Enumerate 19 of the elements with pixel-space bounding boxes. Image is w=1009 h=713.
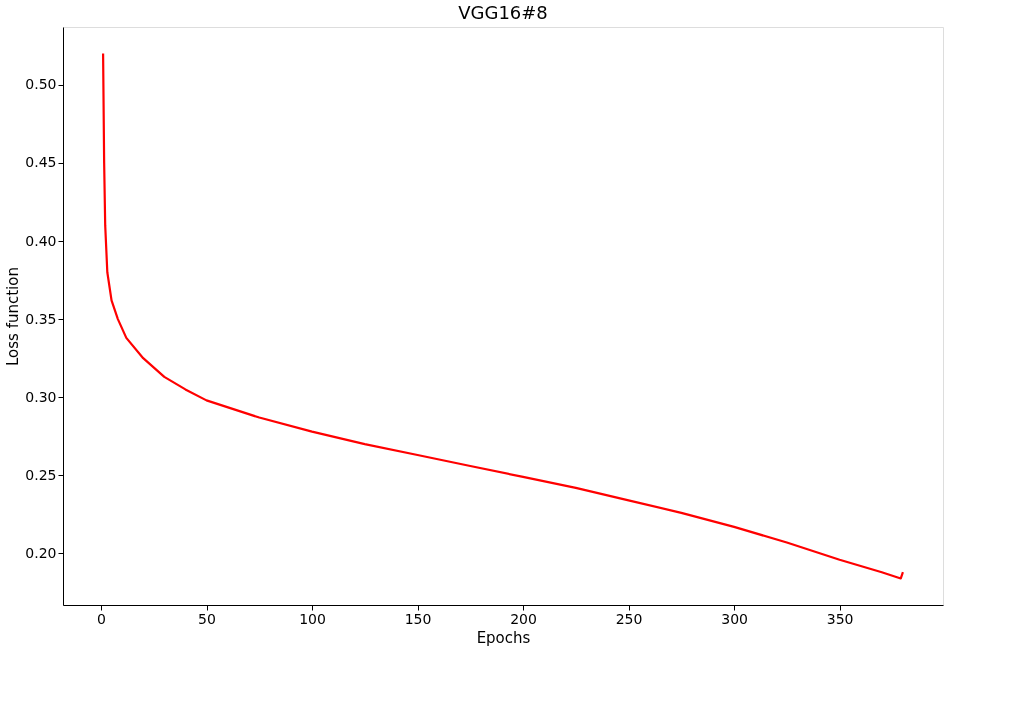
line-series	[102, 52, 904, 580]
x-tick-label: 100	[299, 610, 326, 627]
x-tick-label: 300	[721, 610, 748, 627]
x-axis-title: Epochs	[476, 628, 531, 647]
y-tick-label: 0.50	[25, 76, 57, 93]
y-tick-label: 0.30	[25, 388, 57, 405]
x-tick-label: 150	[404, 610, 432, 627]
x-tick-label: 350	[826, 610, 854, 627]
y-tick-label: 0.25	[25, 466, 57, 483]
y-tick-label: 0.45	[25, 154, 57, 171]
y-tick-label: 0.40	[25, 232, 57, 249]
y-tick-label: 0.35	[25, 310, 57, 327]
x-tick-label: 0	[97, 610, 106, 627]
x-tick-label: 50	[198, 610, 216, 627]
y-axis-title: Loss function	[4, 267, 23, 366]
x-tick-label: 250	[615, 610, 643, 627]
x-tick-label: 200	[510, 610, 537, 627]
y-tick-label: 0.20	[25, 544, 57, 561]
chart-title: VGG16#8	[458, 2, 548, 23]
